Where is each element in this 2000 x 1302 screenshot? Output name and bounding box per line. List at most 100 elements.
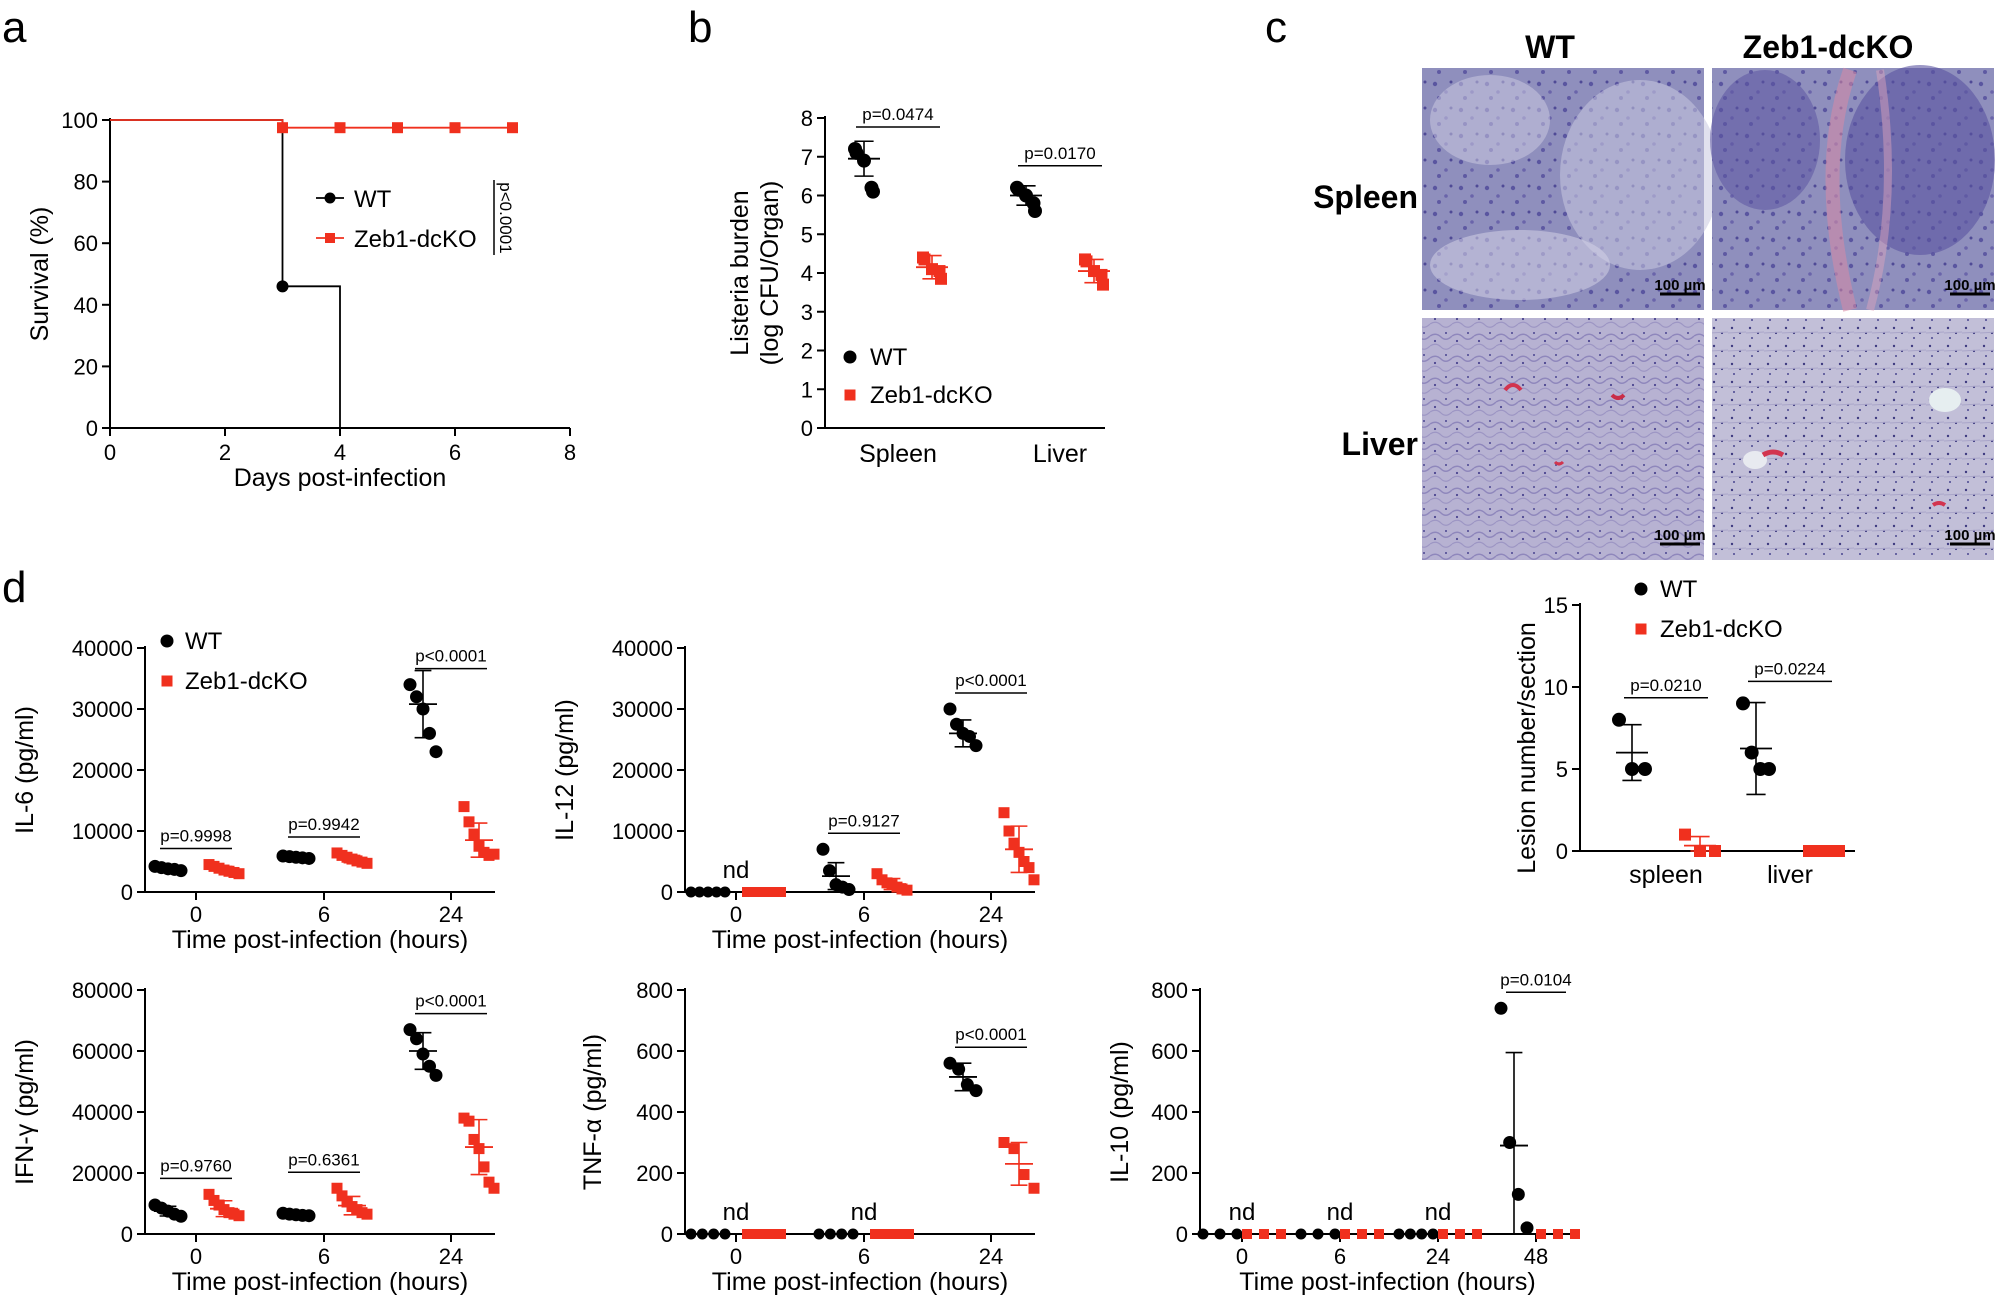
- ko-point: [742, 887, 752, 897]
- ko-point: [277, 122, 288, 134]
- y-tick-label: 80: [74, 170, 98, 195]
- y-axis-label: IL-12 (pg/ml): [551, 699, 579, 841]
- x-tick-label: 0: [190, 902, 202, 927]
- ko-point: [233, 1210, 245, 1222]
- y-tick-label: 15: [1544, 593, 1568, 618]
- ko-point: [233, 868, 245, 880]
- y-tick-label: 0: [661, 880, 673, 905]
- scale-bar-label: 100 µm: [1654, 527, 1705, 544]
- wt-point: [694, 886, 705, 898]
- ko-point: [1455, 1229, 1465, 1239]
- cytokine-chart: 0 200 400 600 800 TNF-α (pg/ml) Time post-infe…: [579, 978, 1040, 1296]
- y-tick-label: 0: [121, 880, 133, 905]
- y-tick-label: 30000: [72, 697, 133, 722]
- ko-point: [759, 1229, 769, 1239]
- p-value: p=0.9760: [160, 1156, 231, 1175]
- ko-point: [488, 1182, 500, 1194]
- wt-point: [843, 350, 857, 364]
- not-detected-label: nd: [1229, 1199, 1256, 1226]
- y-tick-label: 1: [801, 377, 813, 402]
- y-tick-label: 600: [636, 1039, 673, 1064]
- ko-point: [1018, 856, 1030, 867]
- ko-point: [1438, 1229, 1448, 1239]
- x-tick-label: 6: [318, 902, 330, 927]
- micrograph-spleen-ko: 100 µm: [1710, 65, 1996, 312]
- p-value: p<0.0001: [496, 182, 515, 253]
- wt-point: [302, 1209, 316, 1223]
- ko-point: [1003, 825, 1015, 837]
- wt-point: [1612, 712, 1626, 727]
- wt-point: [1312, 1228, 1324, 1240]
- wt-point: [429, 1068, 443, 1082]
- ko-point: [1276, 1229, 1286, 1239]
- ko-point: [1028, 1182, 1040, 1194]
- y-tick-label: 200: [636, 1161, 673, 1186]
- y-tick-label: 30000: [612, 697, 673, 722]
- x-tick-label: 6: [1334, 1244, 1346, 1269]
- cytokine-chart: 0 200 400 600 800 IL-10 (pg/ml) Time post-infe…: [1106, 970, 1580, 1296]
- wt-point: [685, 886, 697, 898]
- y-tick-label: 400: [636, 1100, 673, 1125]
- wt-point: [866, 184, 880, 199]
- micrograph-row-spleen: Spleen: [1313, 179, 1418, 215]
- panel-letter-a: a: [2, 3, 27, 52]
- wt-point: [950, 717, 963, 731]
- wt-point: [823, 864, 836, 878]
- ko-point: [1259, 1229, 1269, 1239]
- ko-point: [203, 1188, 215, 1200]
- ko-point: [1097, 278, 1109, 291]
- ko-point: [776, 1229, 786, 1239]
- legend-wt-label: WT: [1660, 576, 1698, 603]
- legend-ko-label: Zeb1-dcKO: [185, 668, 308, 695]
- survival-plot: 0 20 40 60 80 100 0 2 4 6 8 Survival (%) Days post-i…: [26, 108, 576, 492]
- y-axis-label: Lesion number/section: [1513, 622, 1541, 874]
- ko-point: [998, 807, 1010, 819]
- y-axis-label-line2: (log CFU/Organ): [756, 181, 784, 366]
- listeria-burden-plot: 0 1 2 3 4 5 6 7 8 Listeria burden (log CFU/Organ) S…: [726, 105, 1110, 468]
- y-tick-label: 3: [801, 300, 813, 325]
- x-axis-label: Time post-infection (hours): [1239, 1268, 1535, 1296]
- wt-point: [696, 1228, 708, 1240]
- ko-point: [1008, 1143, 1020, 1155]
- x-tick-label: 24: [439, 1244, 463, 1269]
- x-axis-label: Days post-infection: [234, 464, 447, 492]
- p-value: p=0.9127: [828, 811, 899, 830]
- wt-point: [952, 1062, 966, 1076]
- x-tick-label: 0: [190, 1244, 202, 1269]
- not-detected-label: nd: [1425, 1199, 1452, 1226]
- y-tick-label: 40000: [612, 636, 673, 661]
- legend-ko-label: Zeb1-dcKO: [1660, 616, 1783, 643]
- scale-bar-label: 100 µm: [1944, 277, 1995, 294]
- ko-point: [161, 675, 173, 687]
- ko-point: [1357, 1229, 1367, 1239]
- cytokine-chart: 0 10000 20000 30000 40000 IL-6 (pg/ml) Time po…: [11, 628, 500, 954]
- x-tick-label: 6: [858, 1244, 870, 1269]
- wt-point: [1329, 1228, 1341, 1240]
- wt-point: [302, 851, 316, 865]
- ko-point: [361, 857, 373, 869]
- y-axis-label: IL-6 (pg/ml): [11, 706, 39, 834]
- micrograph-liver-wt: 100 µm: [1422, 318, 1706, 560]
- y-tick-label: 10: [1544, 675, 1568, 700]
- wt-point: [1214, 1228, 1226, 1240]
- wt-point: [969, 739, 983, 753]
- x-category-label: Liver: [1033, 440, 1087, 468]
- x-tick-label: 4: [334, 440, 346, 465]
- x-tick-label: 6: [858, 902, 870, 927]
- ko-point: [750, 1229, 761, 1239]
- legend-ko-label: Zeb1-dcKO: [870, 382, 993, 409]
- micrograph-column-ko: Zeb1-dcKO: [1743, 29, 1914, 65]
- wt-point: [1638, 762, 1652, 776]
- x-tick-label: 48: [1524, 1244, 1548, 1269]
- ko-point: [463, 1115, 475, 1127]
- p-value: p=0.0104: [1500, 970, 1571, 989]
- panel-c: c WT Zeb1-dcKO Spleen Liver 100 µm 100 µ…: [1265, 3, 1996, 889]
- not-detected-label: nd: [1327, 1199, 1354, 1226]
- ko-point: [764, 887, 775, 897]
- micrograph-liver-ko: 100 µm: [1712, 318, 1996, 560]
- y-axis-label: TNF-α (pg/ml): [579, 1034, 607, 1190]
- x-axis-label: Time post-infection (hours): [172, 1268, 468, 1296]
- wt-point: [1197, 1228, 1209, 1240]
- y-tick-label: 0: [661, 1222, 673, 1247]
